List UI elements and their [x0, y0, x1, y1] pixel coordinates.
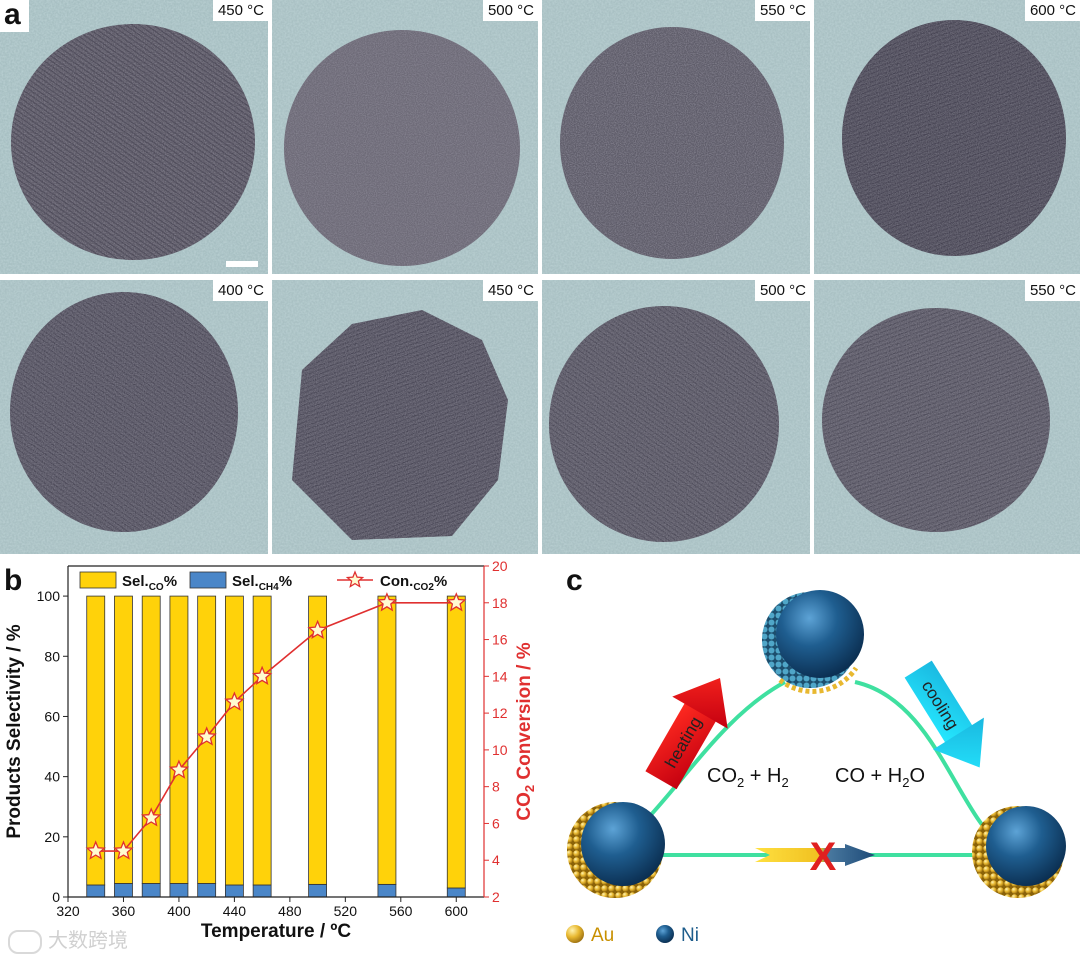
reactants-label: CO2 + H2	[707, 765, 789, 790]
x-tick-label: 560	[389, 903, 413, 919]
reaction-schematic: X heating cooling CO2 + H2 CO + H2O Au N…	[566, 590, 1066, 946]
y2-tick-label: 14	[492, 668, 508, 684]
particle-mixed-top	[762, 590, 864, 694]
x-tick-label: 600	[445, 903, 469, 919]
legend-star-con	[345, 570, 365, 588]
scale-bar	[226, 261, 258, 267]
cooling-arrow-icon: cooling	[904, 660, 984, 768]
x-tick-label: 480	[278, 903, 302, 919]
bar-ch4	[197, 883, 217, 898]
bar-co	[86, 595, 106, 886]
conversion-point	[168, 759, 190, 779]
temperature-label: 550 °C	[1024, 280, 1080, 301]
conversion-point	[140, 807, 162, 827]
conversion-point	[196, 726, 217, 746]
y-tick-label: 80	[44, 648, 60, 664]
au-legend-icon	[566, 925, 584, 943]
particle-janus-left	[567, 802, 665, 898]
au-legend-label: Au	[591, 925, 614, 946]
conversion-point	[251, 665, 273, 685]
x-tick-label: 320	[56, 903, 80, 919]
selectivity-conversion-chart: 320 360 400 440 480 520 560 600 0 20 40 60 80 100 2 4 6 8…	[4, 560, 537, 942]
panel-b-label: b	[4, 564, 23, 597]
products-label: CO + H2O	[835, 765, 925, 790]
tem-image-1-1: 450 °C	[0, 0, 268, 274]
x-tick-label: 440	[223, 903, 247, 919]
temperature-label: 450 °C	[482, 280, 538, 301]
temperature-label: 550 °C	[754, 0, 810, 21]
bar-ch4	[224, 884, 244, 898]
particle-janus-right	[972, 806, 1066, 898]
bar-co	[252, 595, 272, 886]
y2-tick-label: 18	[492, 595, 508, 611]
legend-swatch-co	[79, 571, 117, 589]
tem-image-1-2: 500 °C	[272, 0, 538, 274]
y-tick-label: 100	[37, 588, 61, 604]
bar-co	[377, 595, 397, 885]
conversion-point	[307, 619, 328, 639]
bar-ch4	[169, 883, 189, 898]
bar-co	[141, 595, 161, 884]
temperature-label: 400 °C	[212, 280, 268, 301]
x-tick-label: 520	[334, 903, 358, 919]
temperature-label: 500 °C	[754, 280, 810, 301]
conversion-point	[85, 840, 106, 860]
y-tick-label: 60	[44, 708, 60, 724]
bar-ch4	[86, 884, 106, 898]
blocked-arrow-icon	[755, 844, 875, 866]
bar-co	[169, 595, 189, 884]
bar-ch4	[114, 883, 133, 898]
y2-tick-label: 6	[492, 815, 500, 831]
y-tick-label: 0	[52, 889, 60, 905]
bar-co	[224, 595, 244, 886]
y2-axis-title: CO2 Conversion / %	[514, 642, 537, 820]
legend-label-con: Con.CO2%	[380, 573, 447, 593]
bar-ch4	[308, 883, 328, 898]
x-tick-label: 360	[112, 903, 136, 919]
watermark-logo-icon	[8, 929, 42, 954]
bar-ch4	[252, 884, 272, 898]
temperature-label: 600 °C	[1024, 0, 1080, 21]
y-tick-label: 40	[44, 769, 60, 785]
ni-legend-label: Ni	[681, 925, 699, 946]
blocked-mark: X	[810, 835, 837, 879]
y2-tick-label: 20	[492, 560, 508, 574]
panel-c-label: c	[566, 564, 583, 597]
y2-tick-label: 12	[492, 705, 508, 721]
x-tick-label: 400	[167, 903, 191, 919]
y-axis-title: Products Selectivity / %	[4, 624, 25, 838]
bar-ch4	[377, 883, 397, 898]
panel-a-label: a	[0, 0, 29, 32]
tem-image-2-2: 450 °C	[272, 280, 538, 554]
y2-tick-label: 2	[492, 889, 500, 905]
x-axis-title: Temperature / ºC	[201, 921, 351, 942]
bar-ch4	[141, 883, 161, 898]
bar-co	[114, 595, 133, 884]
y-tick-label: 20	[44, 829, 60, 845]
conversion-point	[113, 840, 134, 860]
legend-label-co: Sel.CO%	[122, 573, 177, 593]
conversion-point	[446, 592, 467, 612]
legend-swatch-ch4	[189, 571, 227, 589]
bar-co	[308, 595, 328, 885]
conversion-point	[224, 691, 245, 711]
bar-co	[446, 595, 466, 889]
ni-legend-icon	[656, 925, 674, 943]
bar-ch4	[446, 887, 466, 898]
y2-tick-label: 10	[492, 742, 508, 758]
watermark: 大数跨境	[8, 924, 128, 954]
legend-label-ch4: Sel.CH4%	[232, 573, 292, 593]
y2-tick-label: 8	[492, 779, 500, 795]
temperature-label: 500 °C	[482, 0, 538, 21]
temperature-label: 450 °C	[212, 0, 268, 21]
y2-tick-label: 4	[492, 852, 500, 868]
tem-image-1-4: 600 °C	[814, 0, 1080, 274]
tem-image-2-4: 550 °C	[814, 280, 1080, 554]
conversion-line	[95, 601, 457, 852]
conversion-point	[376, 592, 398, 612]
tem-image-2-3: 500 °C	[542, 280, 810, 554]
tem-image-1-3: 550 °C	[542, 0, 810, 274]
y2-tick-label: 16	[492, 632, 508, 648]
tem-image-2-1: 400 °C	[0, 280, 268, 554]
